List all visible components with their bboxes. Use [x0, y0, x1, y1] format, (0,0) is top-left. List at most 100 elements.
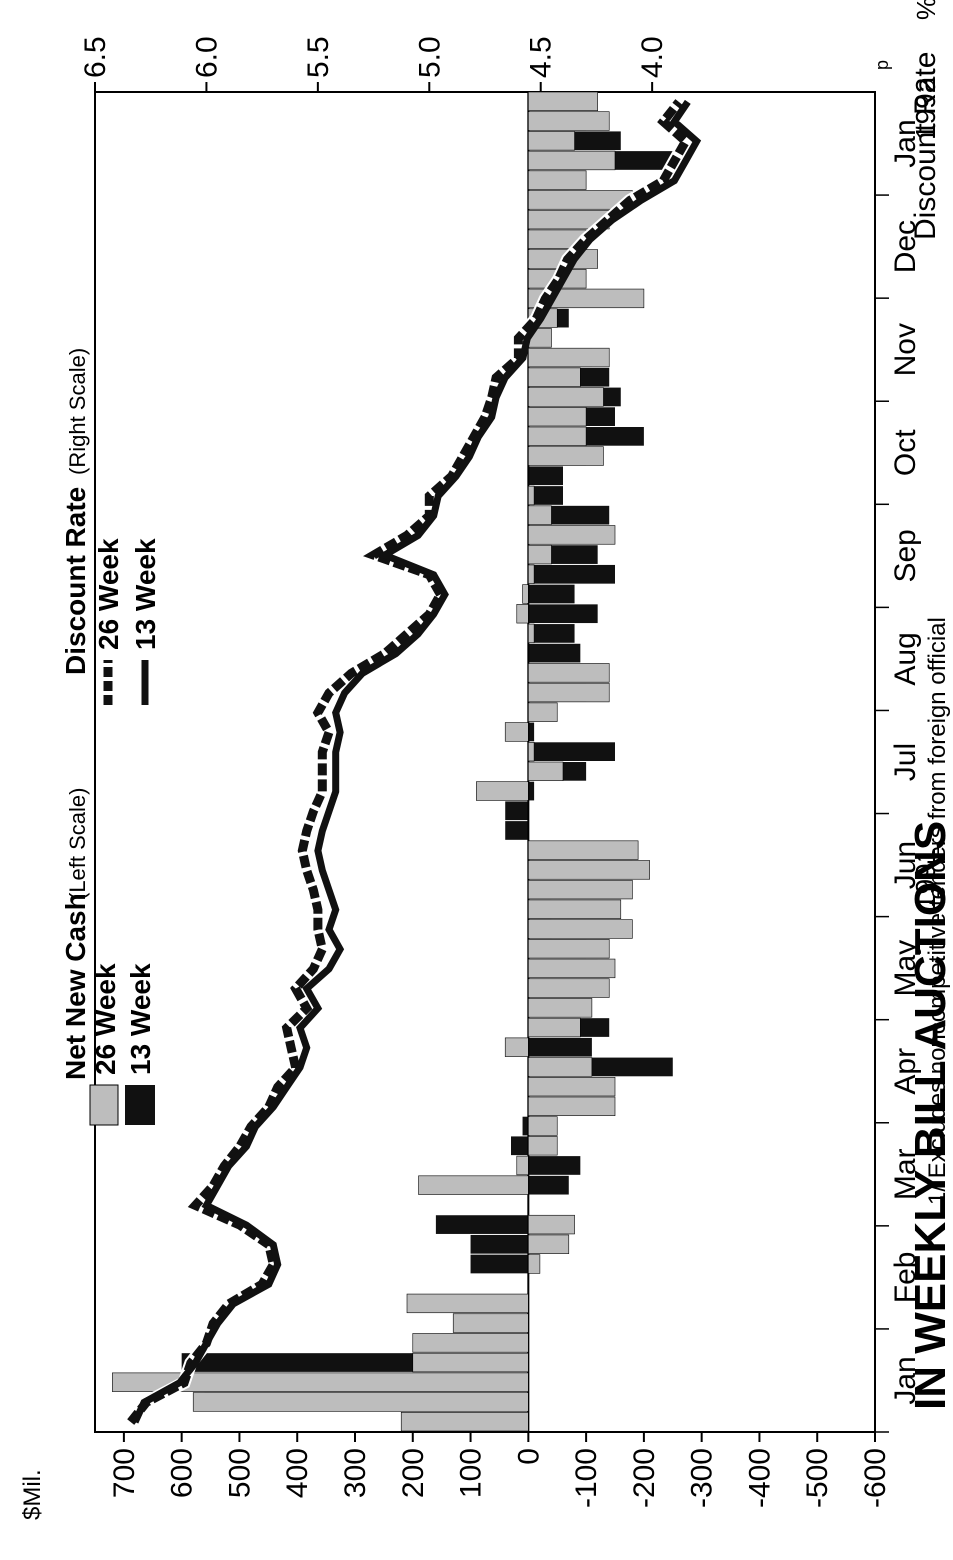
bar-26-week — [528, 1096, 616, 1117]
bar-26-week — [528, 544, 552, 565]
bar-13-week — [528, 1037, 592, 1057]
legend-swatch-13 — [125, 1085, 155, 1125]
line-26-week-path — [127, 99, 692, 1425]
bar-26-week — [528, 998, 593, 1018]
footnote: 1/ Excludes noncompetitive tenders from … — [924, 617, 951, 1205]
bar-26-week — [528, 91, 598, 112]
left-tick-label: 0 — [512, 1448, 545, 1465]
bar-26-week — [528, 1076, 616, 1097]
bar-13-week — [528, 624, 575, 643]
bar-26-week — [516, 1155, 529, 1176]
bar-26-week — [528, 505, 552, 525]
bar-26-week — [528, 131, 575, 151]
bar-26-week — [528, 939, 610, 959]
bar-13-week — [528, 486, 563, 505]
bar-26-week — [528, 682, 610, 703]
bar-26-week — [504, 1037, 529, 1057]
bar-13-week — [528, 722, 535, 742]
bar-26-week — [112, 1372, 529, 1392]
bar-13-week — [505, 821, 529, 840]
legend-net-scale: (Left Scale) — [65, 788, 90, 901]
bar-26-week — [528, 958, 616, 979]
bar-26-week — [528, 860, 650, 880]
bar-26-week — [528, 150, 616, 171]
month-label: May — [889, 940, 922, 997]
jan92-prelim-mark: p — [872, 60, 892, 70]
bar-26-week — [504, 722, 529, 742]
bar-26-week — [528, 1254, 541, 1274]
month-label: Apr — [889, 1048, 922, 1095]
bar-26-week — [528, 406, 587, 427]
month-label: Jul — [889, 743, 922, 781]
right-tick-label: 6.5 — [79, 36, 112, 78]
line-13-week — [131, 99, 702, 1424]
bar-13-week — [528, 466, 563, 486]
bar-26-week — [528, 485, 535, 506]
left-tick-label: 400 — [281, 1448, 314, 1498]
bar-26-week — [528, 367, 581, 387]
legend-swatch-26 — [89, 1084, 119, 1126]
left-tick-label: -400 — [743, 1448, 776, 1508]
bar-13-week — [528, 742, 615, 761]
bar-26-week — [412, 1352, 529, 1373]
legend-rate-26: 26 Week — [93, 538, 124, 650]
left-tick-label: -300 — [686, 1448, 719, 1508]
bar-13-week — [528, 584, 575, 604]
legend-rate-scale: (Right Scale) — [65, 348, 90, 475]
bar-26-week — [528, 741, 535, 762]
left-tick-label: 100 — [455, 1448, 488, 1498]
left-tick-label: -100 — [570, 1448, 603, 1508]
legend-net-13: 13 Week — [125, 963, 156, 1075]
line-26-week — [125, 97, 694, 1427]
line-13-week-path — [131, 99, 702, 1424]
right-axis-unit: % — [911, 0, 941, 20]
bar-26-week — [528, 623, 535, 644]
bar-26-week — [528, 978, 610, 998]
bar-26-week — [528, 1116, 558, 1136]
bar-26-week — [528, 1057, 593, 1077]
right-tick-label: 6.0 — [190, 36, 223, 78]
bar-26-week — [528, 663, 610, 683]
month-label: Aug — [889, 632, 922, 685]
year-label-1992: 1992 — [910, 78, 941, 140]
bar-26-week — [406, 1293, 529, 1314]
legend-net-title: Net New Cash — [60, 893, 91, 1080]
right-tick-label: 4.5 — [525, 36, 558, 78]
left-tick-label: -600 — [859, 1448, 892, 1508]
legend-net-26: 26 Week — [90, 963, 121, 1075]
bar-13-week — [435, 1215, 529, 1234]
month-axis-ticks: Jan Feb Mar Apr May Jun Jul Aug Sep Oct Nov Dec Jan — [875, 119, 922, 1433]
month-label: Dec — [889, 220, 922, 273]
legend-rate-title: Discount Rate — [60, 487, 91, 675]
right-axis-title: Discount Rate — [909, 52, 942, 240]
bar-26-week — [528, 899, 622, 919]
bar-26-week — [522, 584, 529, 604]
bar-26-week — [528, 919, 633, 939]
legend-rate-13: 13 Week — [130, 538, 161, 650]
left-tick-label: -200 — [628, 1448, 661, 1508]
bars-26-week — [112, 91, 650, 1432]
bar-26-week — [528, 170, 587, 190]
bar-26-week — [528, 347, 610, 368]
right-tick-label: 5.5 — [302, 36, 335, 78]
bar-26-week — [476, 781, 529, 801]
bar-13-week — [522, 1116, 529, 1136]
bar-26-week — [528, 1017, 581, 1038]
right-tick-label: 5.0 — [413, 36, 446, 78]
bar-13-week — [511, 1136, 529, 1156]
bar-26-week — [418, 1175, 529, 1195]
bar-13-week — [470, 1234, 529, 1254]
bar-26-week — [192, 1392, 529, 1412]
left-unit-label: $Mil. — [19, 1469, 46, 1520]
bar-26-week — [528, 1214, 575, 1235]
bar-26-week — [528, 1136, 558, 1156]
bar-26-week — [528, 387, 604, 407]
left-axis-ticks: 700 600 500 400 300 200 100 0 -100 -200 -300 -400 -5… — [108, 1432, 892, 1508]
bar-13-week — [528, 643, 581, 663]
bar-26-week — [528, 1234, 570, 1254]
bar-26-week — [528, 525, 616, 545]
bar-13-week — [528, 1175, 569, 1195]
left-tick-label: 600 — [166, 1448, 199, 1498]
plot-frame — [94, 91, 876, 1433]
